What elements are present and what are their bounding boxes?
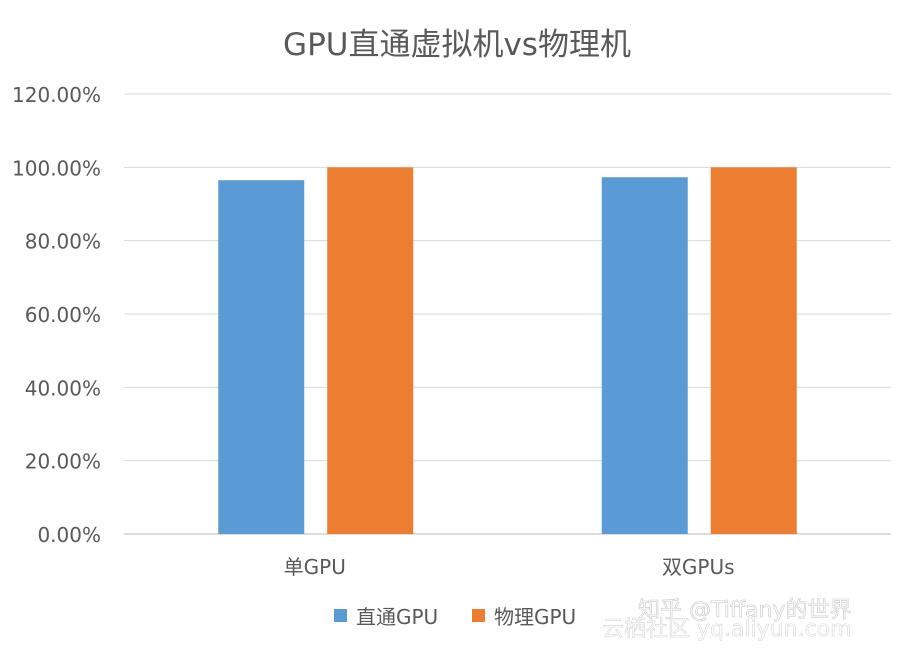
watermark-zhihu: 知乎 @Tiffany的世界 [638,598,851,623]
y-tick-label: 20.00% [25,450,101,474]
bars [218,167,797,535]
y-axis-tick-labels: 0.00% 20.00% 40.00% 60.00% 80.00% 100.00% 120.… [12,83,101,547]
y-tick-label: 120.00% [12,83,101,107]
bar-passthrough-0 [218,180,305,534]
legend-swatch [334,609,347,622]
legend-swatch [472,609,485,622]
y-tick-label: 0.00% [37,523,101,547]
x-axis-category-labels: 单GPU 双GPUs [284,555,735,579]
watermark-yunqi: 云栖社区 yq.aliyun.com [602,617,852,642]
y-tick-label: 40.00% [25,376,101,400]
bar-passthrough-1 [601,177,688,534]
x-category-label: 双GPUs [662,555,735,579]
watermark: 知乎 @Tiffany的世界 云栖社区 yq.aliyun.com [602,598,852,643]
legend: 直通GPU 物理GPU [334,605,576,629]
legend-label: 直通GPU [356,605,438,629]
y-tick-label: 60.00% [25,303,101,327]
legend-label: 物理GPU [494,605,576,629]
y-tick-label: 100.00% [12,156,101,180]
bar-physical-0 [327,167,414,535]
y-tick-label: 80.00% [25,230,101,254]
chart-title: GPU直通虚拟机vs物理机 [283,27,631,63]
x-category-label: 单GPU [284,555,346,579]
bar-physical-1 [710,167,797,535]
